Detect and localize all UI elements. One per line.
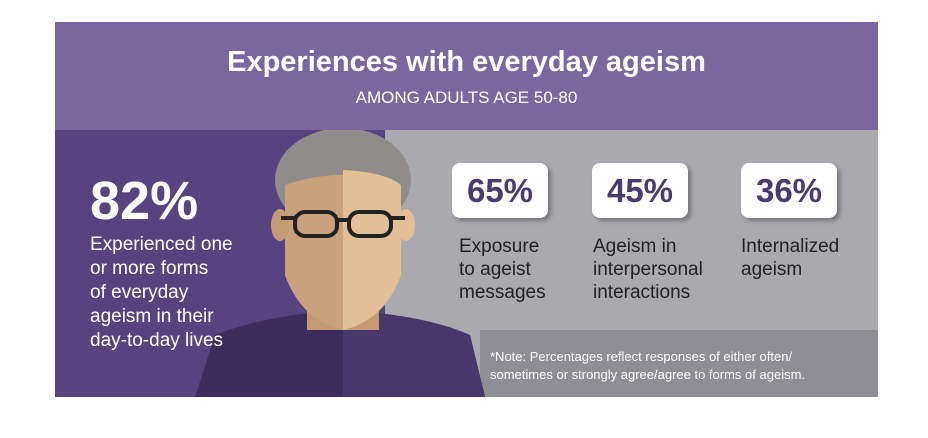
header: Experiences with everyday ageism AMONG A… [55,22,878,130]
stat-value: 36% [741,163,837,218]
text-line: ageism in their [90,306,214,327]
stat-label: Internalized ageism [741,235,839,281]
face-illustration [195,130,485,397]
subtitle: AMONG ADULTS AGE 50-80 [355,88,578,107]
text-line: *Note: Percentages reflect responses of … [490,349,793,364]
text-line: day-to-day lives [90,330,224,351]
note-panel [480,330,878,397]
stat-label: Exposure to ageist messages [459,235,546,304]
note: *Note: Percentages reflect responses of … [490,348,805,384]
stat-label: Ageism in interpersonal interactions [593,235,703,304]
title: Experiences with everyday ageism [227,46,706,78]
stat-value: 45% [592,163,688,218]
stat-value: 65% [452,163,548,218]
main-stat-description: Experienced one or more forms of everyday a… [90,233,233,353]
text-line: or more forms [90,258,209,279]
text-line: interactions [593,282,691,303]
text-line: Experienced one [90,234,233,255]
text-line: messages [459,282,546,303]
main-stat-value: 82% [90,171,199,231]
text-line: sometimes or strongly agree/agree to for… [490,367,806,382]
text-line: Exposure [459,236,540,257]
text-line: Internalized [741,236,840,257]
text-line: ageism [741,259,803,280]
text-line: interpersonal [593,259,703,280]
text-line: Ageism in [593,236,677,257]
text-line: to ageist [459,259,531,280]
text-line: of everyday [90,282,189,303]
